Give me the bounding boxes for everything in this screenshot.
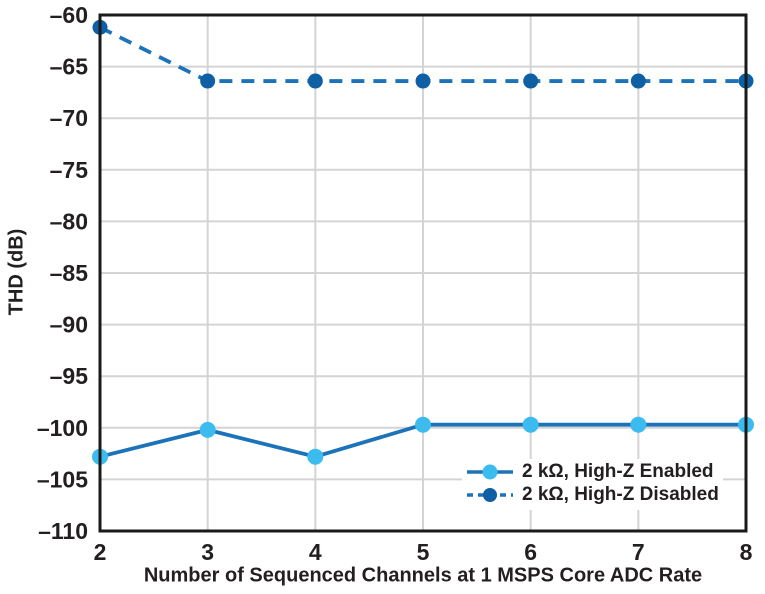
data-point-marker <box>630 416 647 433</box>
x-tick-label: 4 <box>309 539 322 565</box>
y-axis-title: THD (dB) <box>5 228 28 316</box>
y-tick-label: –60 <box>50 2 88 28</box>
gridlines <box>100 15 746 531</box>
data-point-marker <box>630 73 646 89</box>
legend: 2 kΩ, High-Z Enabled 2 kΩ, High-Z Disabl… <box>462 459 723 510</box>
y-tick-label: –110 <box>38 518 88 544</box>
x-tick-label: 6 <box>524 539 537 565</box>
x-tick-label: 2 <box>94 539 107 565</box>
data-point-marker <box>200 73 216 89</box>
legend-label-enabled: 2 kΩ, High-Z Enabled <box>522 461 714 482</box>
data-point-marker <box>307 448 324 465</box>
x-tick-label: 3 <box>201 539 214 565</box>
x-axis-title: Number of Sequenced Channels at 1 MSPS C… <box>143 564 703 587</box>
x-tick-label: 5 <box>417 539 430 565</box>
x-tick-label: 7 <box>632 539 645 565</box>
dashed-line-marker-icon <box>467 488 513 502</box>
solid-line-marker-icon <box>467 464 513 480</box>
legend-item-highz-enabled: 2 kΩ, High-Z Enabled <box>466 461 719 483</box>
data-point-marker <box>307 73 323 89</box>
y-tick-label: –90 <box>50 312 88 338</box>
plot-border-rect <box>98 13 748 533</box>
legend-label-disabled: 2 kΩ, High-Z Disabled <box>522 484 719 505</box>
y-tick-label: –75 <box>50 157 89 183</box>
y-tick-label: –95 <box>50 363 89 389</box>
y-tick-label: –80 <box>50 208 88 234</box>
data-point-marker <box>415 416 431 433</box>
y-tick-label: –100 <box>37 415 88 441</box>
data-point-marker <box>199 421 216 438</box>
legend-item-highz-disabled: 2 kΩ, High-Z Disabled <box>466 484 719 506</box>
y-tick-label: –65 <box>50 54 89 80</box>
data-point-marker <box>523 73 539 89</box>
data-point-marker <box>522 416 539 433</box>
plot-border <box>98 13 748 533</box>
x-tick-label: 8 <box>740 539 753 565</box>
data-point-marker <box>415 73 431 89</box>
y-tick-label: –70 <box>50 105 88 131</box>
y-tick-label: –105 <box>37 466 88 492</box>
y-tick-label: –85 <box>50 260 89 286</box>
